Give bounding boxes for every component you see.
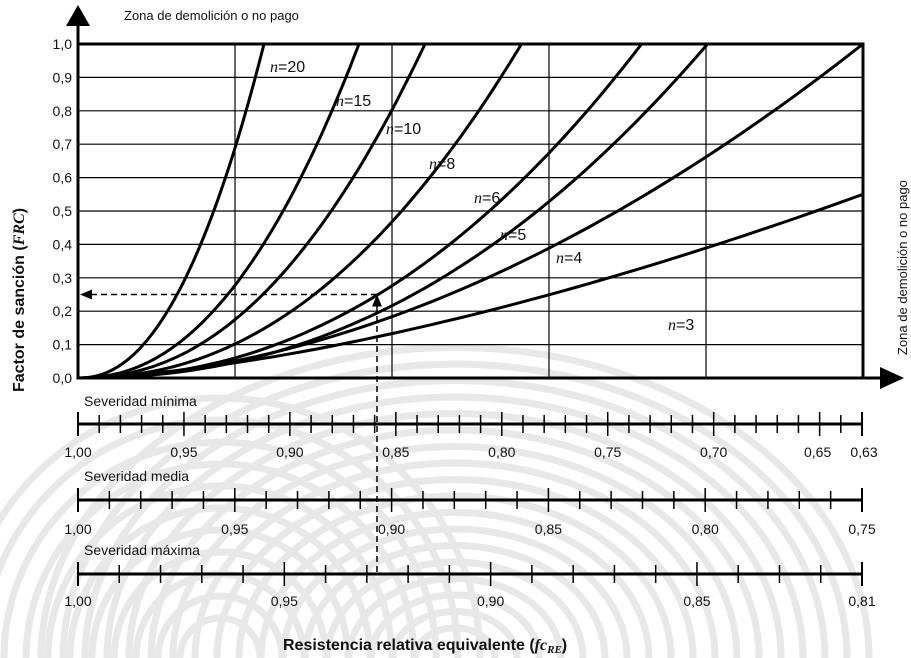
curve-label-n8: n=8: [429, 156, 455, 173]
scale-tick-label: 0,80: [488, 444, 515, 460]
scale-tick-label: 1,00: [64, 521, 91, 537]
curve-label-n20: n=20: [270, 59, 305, 76]
x-axis-arrow: [880, 367, 904, 389]
scale-tick-label: 0,75: [594, 444, 621, 460]
scale-tick-label: 0,85: [683, 593, 710, 609]
scale-tick-label: 0,95: [271, 593, 298, 609]
curve-label-n15: n=15: [336, 93, 371, 110]
y-tick-label: 0,5: [53, 203, 73, 219]
curve-label-prefix: n: [556, 250, 564, 267]
scale-tick-label: 0,95: [221, 521, 248, 537]
curve-label-prefix: n: [429, 156, 437, 173]
y-axis-arrow: [66, 5, 90, 26]
x-axis-title: Resistencia relativa equivalente (fcRE): [283, 637, 567, 656]
y-tick-label: 0,0: [53, 370, 73, 386]
scale-tick-label: 0,90: [378, 521, 405, 537]
y-tick-label: 0,8: [53, 103, 73, 119]
scale-title: Severidad máxima: [84, 542, 200, 558]
scale-tick-label: 0,95: [170, 444, 197, 460]
scale-tick-label: 1,00: [64, 444, 91, 460]
curve-label-prefix: n: [336, 93, 344, 110]
scale-tick-label: 0,90: [477, 593, 504, 609]
scale-tick-label: 0,63: [850, 444, 877, 460]
scale-title: Severidad mínima: [84, 393, 197, 409]
scale-tick-label: 0,65: [804, 444, 831, 460]
y-tick-label: 0,1: [53, 337, 73, 353]
y-tick-label: 0,3: [53, 270, 73, 286]
curve-label-value: =3: [676, 317, 694, 334]
scale-tick-label: 0,85: [535, 521, 562, 537]
curve-label-value: =5: [508, 227, 526, 244]
curve-label-value: =6: [482, 190, 500, 207]
y-axis: 0,0 0,1 0,2 0,3 0,4 0,5 0,6 0,7 0,8 0,9 1,0: [53, 36, 73, 386]
curve-label-value: =15: [344, 93, 371, 110]
top-zone-label: Zona de demolición o no pago: [124, 8, 299, 23]
y-tick-label: 0,9: [53, 69, 73, 85]
y-axis-title: Factor de sanción (FRC): [11, 208, 28, 392]
scale-tick-label: 0,70: [700, 444, 727, 460]
y-tick-label: 0,4: [53, 236, 73, 252]
curve-label-value: =4: [564, 250, 582, 267]
scale-tick-label: 0,80: [692, 521, 719, 537]
curve-label-prefix: n: [668, 317, 676, 334]
curve-label-n10: n=10: [386, 121, 421, 138]
curve-label-value: =10: [394, 121, 421, 138]
scale-title: Severidad media: [84, 468, 189, 484]
curve-label-prefix: n: [270, 59, 278, 76]
y-tick-label: 0,2: [53, 303, 73, 319]
curve-label-prefix: n: [474, 190, 482, 207]
curve-label-value: =8: [437, 156, 455, 173]
right-zone-label: Zona de demolición o no pago: [895, 180, 910, 355]
example-arrow-left: [80, 290, 92, 300]
curve-label-n5: n=5: [500, 227, 526, 244]
scale-tick-label: 0,85: [382, 444, 409, 460]
scale-tick-label: 0,90: [276, 444, 303, 460]
curve-label-n4: n=4: [556, 250, 582, 267]
y-tick-label: 0,7: [53, 136, 73, 152]
curve-label-n6: n=6: [474, 190, 500, 207]
curve-label-prefix: n: [386, 121, 394, 138]
scale-tick-label: 0,81: [848, 593, 875, 609]
y-tick-label: 0,6: [53, 170, 73, 186]
scale-tick-label: 0,75: [848, 521, 875, 537]
curve-label-n3: n=3: [668, 317, 694, 334]
y-tick-label: 1,0: [53, 36, 73, 52]
curve-label-value: =20: [278, 59, 305, 76]
scale-tick-label: 1,00: [64, 593, 91, 609]
curve-label-prefix: n: [500, 227, 508, 244]
